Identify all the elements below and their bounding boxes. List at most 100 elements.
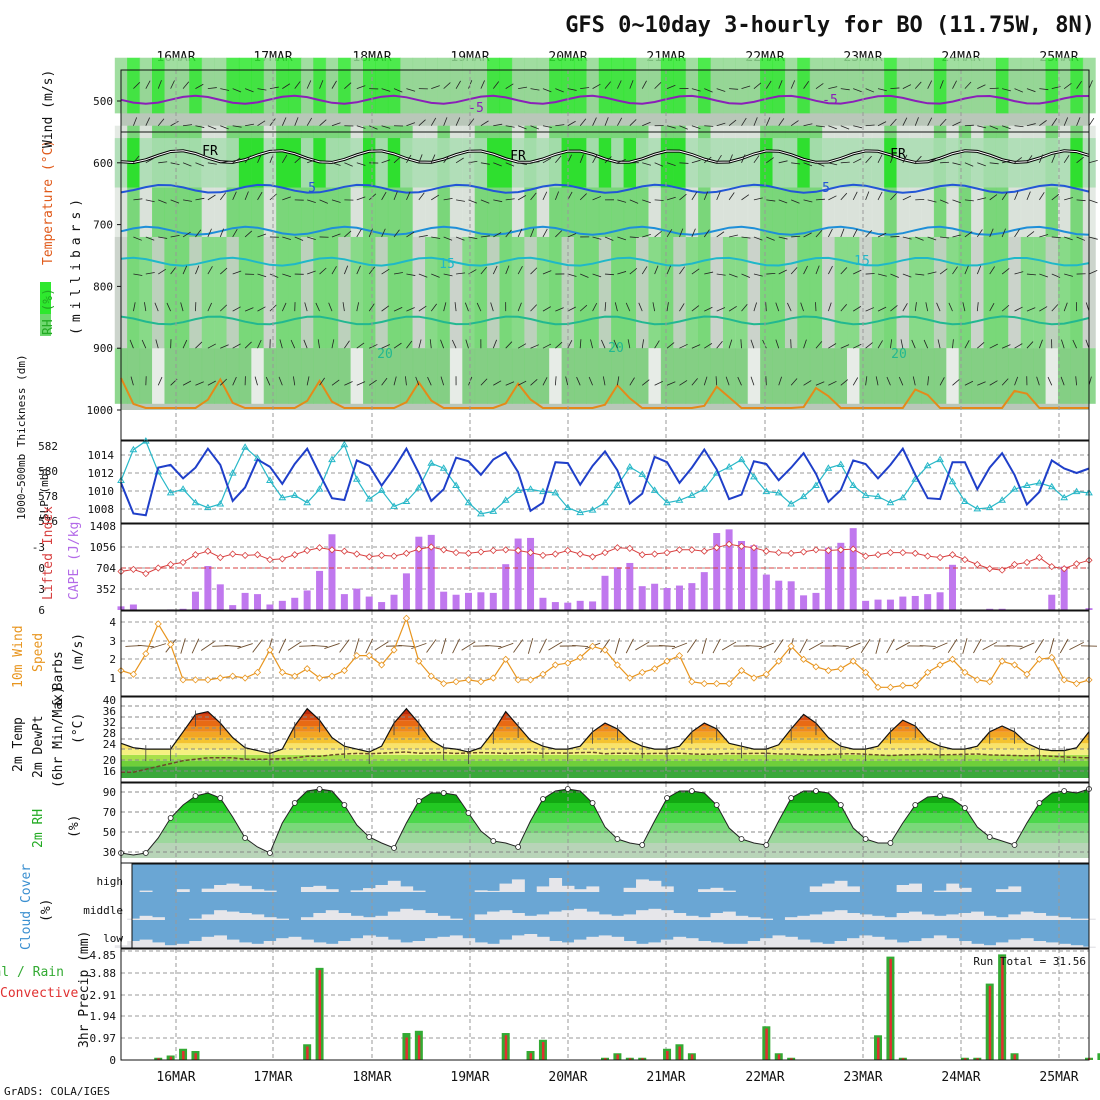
- wind-barb: [923, 339, 929, 349]
- wind-barb: [207, 266, 213, 275]
- cape-bar: [886, 599, 894, 610]
- wind-barb: [518, 162, 528, 165]
- wind-barb: [642, 233, 651, 238]
- cloud-bar: [797, 915, 811, 920]
- wind-barb: [629, 268, 638, 275]
- rh-cell: [400, 57, 414, 114]
- thickness-point: [1010, 485, 1019, 492]
- temperature-contour: [120, 315, 1090, 326]
- wind-barb: [294, 81, 301, 89]
- wind-barb: [411, 642, 427, 650]
- rh-cell: [685, 236, 699, 349]
- rh-cell: [995, 57, 1009, 114]
- wind-barb: [1014, 376, 1019, 386]
- wind-barb: [890, 236, 900, 238]
- wind-barb: [542, 270, 552, 275]
- wind-barb: [791, 199, 800, 204]
- rh-cell: [462, 236, 476, 349]
- wind-barb: [492, 81, 500, 89]
- tick-label: middle: [83, 904, 123, 917]
- wind-barb: [137, 644, 154, 648]
- wind-barb: [627, 339, 631, 349]
- wind-barb: [1014, 271, 1024, 275]
- wind-barb: [356, 125, 366, 129]
- wind-barb: [741, 117, 747, 126]
- cape-bar: [874, 599, 882, 610]
- li-point: [626, 544, 634, 552]
- thickness-point: [588, 506, 597, 513]
- thickness-point: [985, 503, 994, 511]
- cloud-bar: [201, 888, 215, 892]
- cloud-bar: [251, 914, 265, 920]
- precip-convective-bar: [157, 1058, 160, 1060]
- wind-barb: [170, 234, 180, 238]
- rh-cell: [735, 57, 749, 114]
- wind-barb: [430, 154, 436, 163]
- cloud-bar: [400, 942, 414, 948]
- rh-cell: [1045, 348, 1059, 404]
- wind-barb: [133, 117, 138, 126]
- wind-barb: [505, 162, 515, 167]
- rh-cell: [263, 348, 277, 404]
- tick-label: 582: [38, 440, 58, 453]
- wind-barb: [492, 339, 498, 349]
- wind-barb: [303, 339, 308, 349]
- thickness-point: [638, 470, 647, 477]
- wind-barb: [430, 117, 437, 126]
- wind-speed-point: [936, 661, 944, 669]
- wind-speed-point: [613, 661, 621, 669]
- cloud-bar: [1008, 914, 1022, 920]
- wind-barb: [244, 307, 254, 312]
- thickness-point: [750, 472, 758, 480]
- wind-barb: [207, 194, 216, 201]
- wind-barb: [778, 80, 783, 89]
- wind-barb: [765, 117, 771, 126]
- wind-barb: [952, 80, 957, 89]
- wind-barb: [666, 381, 676, 386]
- rh-cell: [636, 348, 649, 404]
- wind-barb: [567, 233, 577, 238]
- temp-band: [121, 760, 1089, 767]
- wind-barb: [517, 265, 523, 275]
- wind-barb: [431, 273, 440, 278]
- upper-ylabel-temperature: Temperature (°C): [41, 140, 56, 265]
- wind-barb: [704, 156, 712, 164]
- rh-cell: [412, 236, 426, 349]
- tick-label: high: [97, 875, 124, 888]
- rh-cell: [933, 348, 947, 404]
- wind-speed-point: [961, 668, 969, 676]
- cloud-bar: [859, 914, 873, 920]
- wind-barb: [886, 376, 891, 386]
- rh-cell: [1045, 236, 1059, 349]
- wind-barb: [464, 302, 469, 312]
- wind-barb: [865, 307, 875, 312]
- cape-bar: [179, 608, 187, 610]
- rh-cell: [511, 236, 525, 349]
- rh-cell: [896, 348, 910, 404]
- rh-cell: [425, 236, 438, 349]
- wind-barb: [654, 381, 663, 386]
- rh-point: [837, 802, 844, 808]
- rh-cell: [263, 236, 277, 349]
- wind-barb: [252, 639, 263, 653]
- precip-convective-bar: [1001, 956, 1004, 1060]
- wind-barb: [1076, 80, 1082, 89]
- thickness-point: [191, 498, 200, 506]
- wind-barb: [145, 117, 151, 126]
- rh-cell: [933, 236, 947, 349]
- wind-barb: [592, 196, 602, 201]
- wind-barb: [629, 377, 635, 386]
- precip-convective-bar: [790, 1058, 793, 1060]
- cloud-bar: [809, 942, 823, 948]
- wind-barb: [613, 339, 618, 349]
- wind-barb: [728, 339, 733, 349]
- thickness-point: [923, 461, 932, 469]
- cloud-bar: [437, 936, 451, 948]
- wind-barb: [716, 231, 725, 238]
- precip-convective-bar: [963, 1058, 967, 1060]
- wind-barb: [195, 162, 205, 167]
- wind-barb: [182, 231, 191, 238]
- wind-barb: [989, 87, 999, 90]
- thickness-point: [737, 455, 746, 463]
